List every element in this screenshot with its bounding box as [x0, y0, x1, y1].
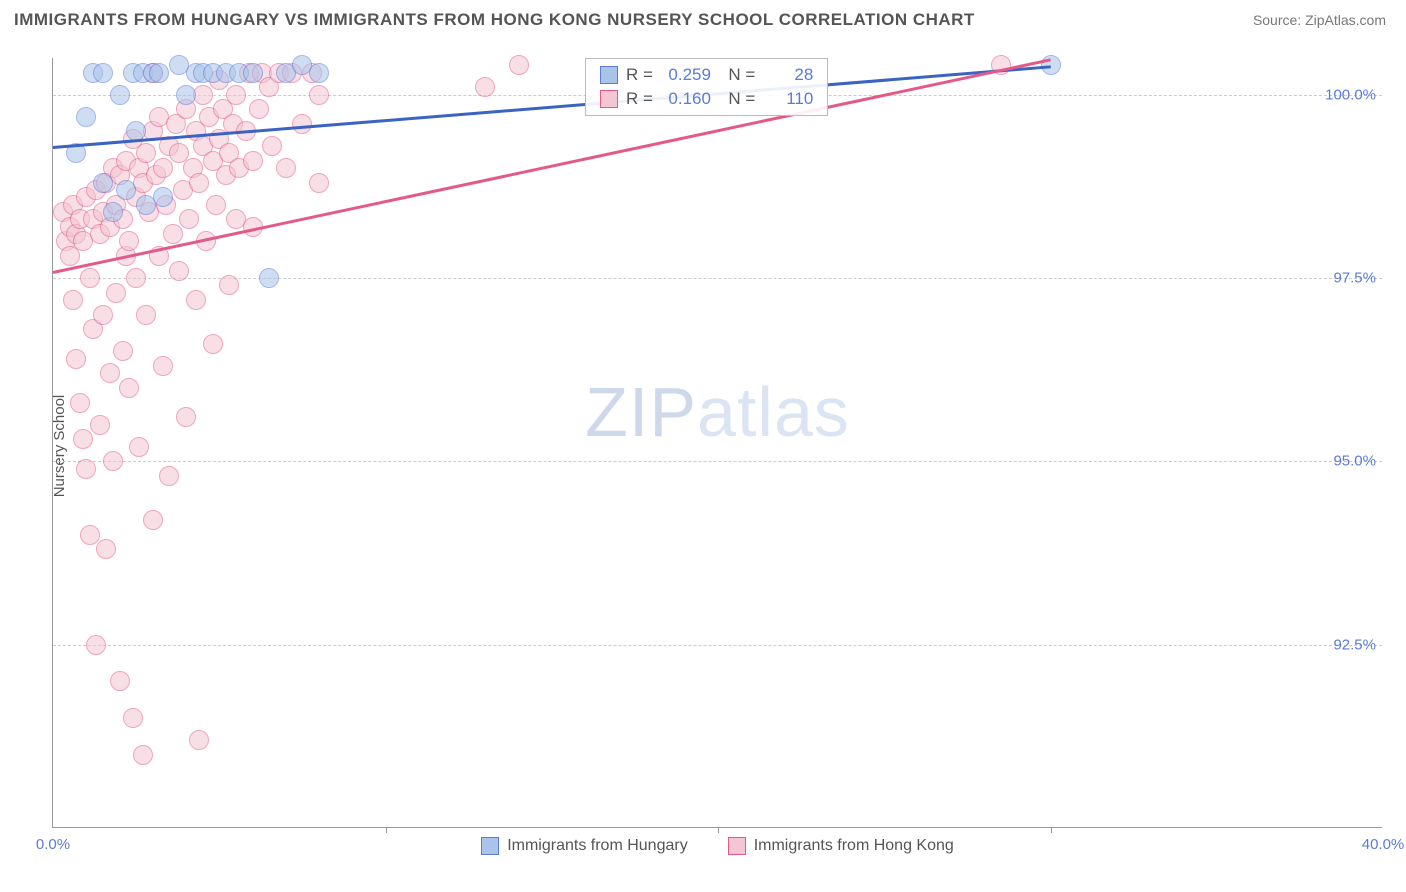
data-point: [226, 85, 246, 105]
data-point: [262, 136, 282, 156]
data-point: [93, 305, 113, 325]
data-point: [292, 114, 312, 134]
data-point: [169, 261, 189, 281]
y-tick-label: 92.5%: [1333, 636, 1376, 653]
legend-item: Immigrants from Hong Kong: [728, 837, 954, 855]
data-point: [129, 437, 149, 457]
data-point: [206, 195, 226, 215]
source-name: ZipAtlas.com: [1305, 12, 1386, 28]
data-point: [243, 63, 263, 83]
data-point: [119, 231, 139, 251]
data-point: [309, 173, 329, 193]
source-attribution: Source: ZipAtlas.com: [1253, 12, 1386, 28]
data-point: [176, 407, 196, 427]
data-point: [136, 143, 156, 163]
stats-row: R = 0.259 N = 28: [586, 63, 827, 87]
legend-swatch: [481, 837, 499, 855]
data-point: [153, 158, 173, 178]
y-tick-label: 95.0%: [1333, 453, 1376, 470]
stat-r-label: R =: [626, 65, 653, 85]
legend-item: Immigrants from Hungary: [481, 837, 688, 855]
data-point: [276, 158, 296, 178]
x-tick-mark: [386, 827, 387, 833]
data-point: [110, 671, 130, 691]
data-point: [96, 539, 116, 559]
x-tick-mark: [718, 827, 719, 833]
legend: Immigrants from Hungary Immigrants from H…: [53, 837, 1382, 855]
data-point: [153, 187, 173, 207]
data-point: [66, 349, 86, 369]
data-point: [159, 466, 179, 486]
data-point: [100, 363, 120, 383]
scatter-chart: ZIPatlas 92.5%95.0%97.5%100.0%0.0%40.0%R…: [52, 58, 1382, 828]
data-point: [186, 290, 206, 310]
data-point: [163, 224, 183, 244]
data-point: [103, 451, 123, 471]
stat-n-value: 28: [763, 65, 813, 85]
data-point: [475, 77, 495, 97]
data-point: [203, 334, 223, 354]
data-point: [76, 459, 96, 479]
chart-header: IMMIGRANTS FROM HUNGARY VS IMMIGRANTS FR…: [0, 0, 1406, 36]
data-point: [176, 85, 196, 105]
stat-r-value: 0.259: [661, 65, 711, 85]
data-point: [90, 415, 110, 435]
data-point: [76, 107, 96, 127]
data-point: [509, 55, 529, 75]
chart-title: IMMIGRANTS FROM HUNGARY VS IMMIGRANTS FR…: [14, 10, 975, 30]
data-point: [70, 393, 90, 413]
y-tick-label: 97.5%: [1333, 270, 1376, 287]
gridline-horizontal: [53, 645, 1382, 646]
watermark-bold: ZIP: [585, 373, 697, 451]
data-point: [80, 268, 100, 288]
stat-r-value: 0.160: [661, 89, 711, 109]
data-point: [189, 173, 209, 193]
data-point: [243, 151, 263, 171]
data-point: [80, 525, 100, 545]
watermark-light: atlas: [697, 373, 850, 451]
correlation-stats-box: R = 0.259 N = 28 R = 0.160 N = 110: [585, 58, 828, 116]
data-point: [103, 202, 123, 222]
stat-n-label: N =: [719, 65, 755, 85]
data-point: [113, 341, 133, 361]
data-point: [143, 510, 163, 530]
legend-label: Immigrants from Hong Kong: [754, 837, 954, 855]
stat-n-label: N =: [719, 89, 755, 109]
data-point: [136, 305, 156, 325]
watermark: ZIPatlas: [585, 372, 850, 452]
data-point: [153, 356, 173, 376]
data-point: [126, 268, 146, 288]
stat-n-value: 110: [763, 89, 813, 109]
data-point: [133, 745, 153, 765]
gridline-horizontal: [53, 461, 1382, 462]
data-point: [309, 85, 329, 105]
source-label: Source:: [1253, 12, 1301, 28]
data-point: [309, 63, 329, 83]
data-point: [119, 378, 139, 398]
data-point: [93, 63, 113, 83]
data-point: [259, 268, 279, 288]
legend-label: Immigrants from Hungary: [507, 837, 688, 855]
data-point: [116, 180, 136, 200]
stats-row: R = 0.160 N = 110: [586, 87, 827, 111]
data-point: [110, 85, 130, 105]
data-point: [189, 730, 209, 750]
data-point: [249, 99, 269, 119]
data-point: [123, 708, 143, 728]
legend-swatch: [728, 837, 746, 855]
series-swatch: [600, 90, 618, 108]
x-tick-mark: [1051, 827, 1052, 833]
series-swatch: [600, 66, 618, 84]
data-point: [63, 290, 83, 310]
data-point: [149, 63, 169, 83]
stat-r-label: R =: [626, 89, 653, 109]
data-point: [179, 209, 199, 229]
data-point: [106, 283, 126, 303]
data-point: [219, 275, 239, 295]
data-point: [93, 173, 113, 193]
data-point: [73, 429, 93, 449]
data-point: [86, 635, 106, 655]
gridline-horizontal: [53, 278, 1382, 279]
y-tick-label: 100.0%: [1325, 86, 1376, 103]
